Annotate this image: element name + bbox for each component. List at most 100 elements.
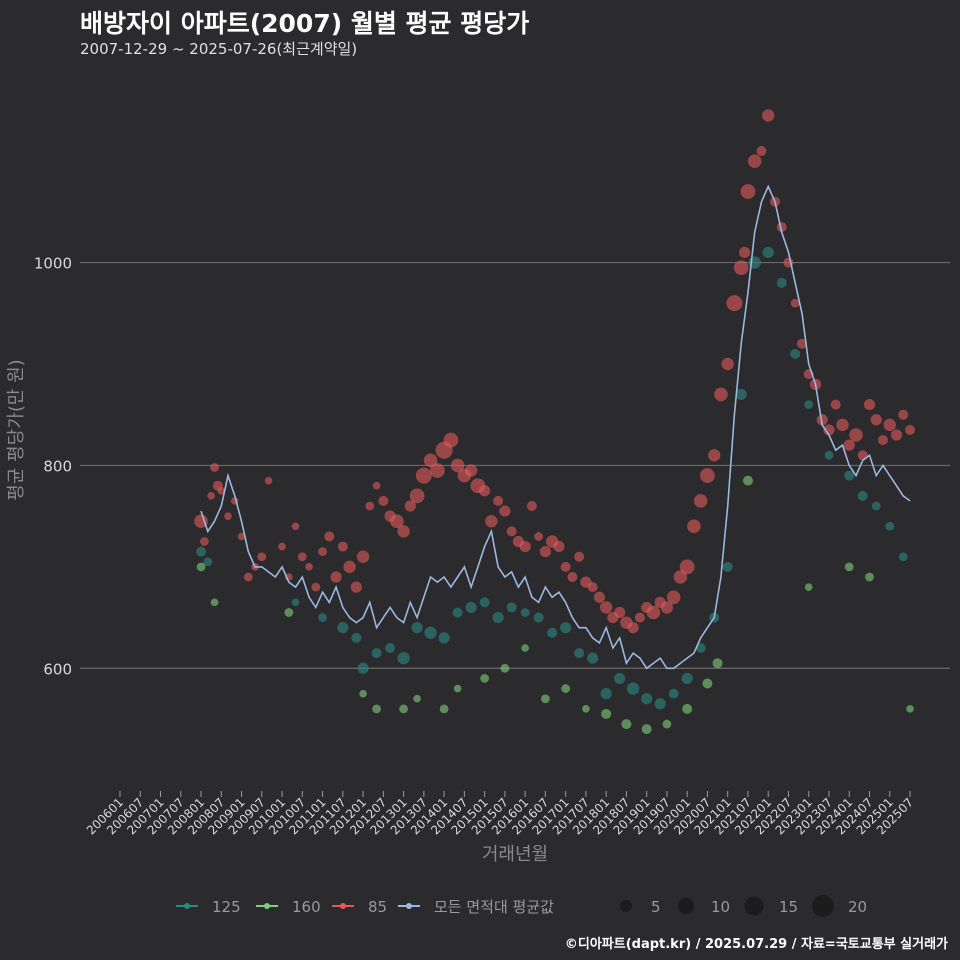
point-85	[365, 501, 375, 511]
point-125	[438, 632, 450, 644]
size-legend-circle	[620, 900, 632, 912]
point-85	[726, 295, 743, 312]
point-125	[479, 597, 490, 608]
chart-title: 배방자이 아파트(2007) 월별 평균 평당가	[80, 9, 530, 38]
point-85	[567, 572, 578, 582]
point-160	[662, 719, 672, 729]
point-85	[390, 514, 404, 529]
point-85	[762, 109, 775, 122]
point-125	[203, 557, 213, 567]
point-85	[836, 418, 849, 432]
point-125	[790, 348, 801, 359]
point-160	[359, 689, 367, 698]
point-85	[526, 501, 537, 511]
point-160	[521, 644, 529, 652]
point-125	[397, 651, 410, 665]
point-125	[337, 622, 349, 634]
point-85	[560, 561, 571, 572]
point-85	[493, 495, 504, 506]
point-125	[824, 450, 834, 460]
point-125	[424, 626, 437, 639]
x-axis: 2006012006072007012007072008012008072009…	[84, 791, 916, 838]
point-85	[311, 582, 321, 592]
size-legend-label: 5	[651, 898, 661, 916]
point-85	[870, 414, 882, 426]
point-85	[423, 453, 438, 468]
point-85	[404, 500, 416, 512]
point-160	[196, 562, 206, 572]
point-160	[582, 705, 590, 713]
point-85	[593, 591, 606, 603]
point-85	[660, 601, 674, 614]
point-85	[553, 540, 565, 553]
point-85	[243, 572, 253, 582]
point-85	[217, 486, 226, 495]
size-legend-circle	[744, 896, 764, 916]
point-125	[492, 611, 504, 624]
point-85	[539, 546, 551, 558]
point-85	[747, 154, 762, 168]
point-85	[574, 551, 585, 562]
legend-label: 85	[368, 898, 387, 916]
legend-label: 160	[292, 898, 321, 916]
point-85	[464, 464, 478, 477]
point-85	[534, 532, 544, 541]
point-85	[207, 492, 215, 500]
data-points	[194, 109, 915, 735]
point-85	[614, 606, 626, 619]
point-160	[621, 719, 632, 730]
point-125	[614, 672, 626, 685]
point-160	[372, 704, 381, 714]
size-legend-label: 20	[848, 898, 867, 916]
point-85	[646, 605, 661, 620]
point-125	[857, 490, 868, 501]
point-85	[740, 184, 756, 199]
point-125	[668, 688, 679, 699]
point-125	[351, 632, 362, 643]
point-125	[520, 608, 530, 617]
y-tick-label: 1000	[34, 255, 72, 273]
legend-dot	[406, 903, 412, 909]
point-125	[776, 277, 787, 288]
point-160	[480, 674, 490, 683]
y-axis: 600 800 1000	[34, 255, 72, 679]
point-160	[702, 678, 713, 689]
point-85	[883, 418, 896, 432]
point-160	[540, 694, 550, 704]
point-85	[634, 612, 645, 623]
point-160	[906, 705, 914, 713]
point-85	[707, 449, 721, 462]
point-125	[196, 546, 207, 557]
chart-subtitle: 2007-12-29 ~ 2025-07-26(최근계약일)	[80, 40, 358, 58]
point-85	[479, 485, 491, 497]
point-85	[738, 246, 751, 259]
point-125	[885, 521, 895, 531]
point-85	[587, 582, 598, 593]
point-85	[318, 547, 327, 557]
point-160	[682, 703, 693, 714]
point-85	[291, 522, 300, 531]
legend-label: 125	[212, 898, 241, 916]
point-85	[816, 414, 828, 426]
point-85	[627, 622, 639, 634]
point-160	[210, 598, 219, 607]
point-85	[415, 467, 432, 484]
point-125	[411, 622, 423, 634]
point-160	[865, 572, 874, 582]
point-85	[378, 495, 389, 506]
legend-dot	[264, 903, 270, 909]
point-85	[721, 357, 734, 371]
point-85	[237, 532, 246, 541]
point-85	[506, 526, 517, 537]
point-85	[200, 537, 209, 546]
legend-label: 모든 면적대 평균값	[434, 898, 554, 916]
point-125	[465, 601, 477, 614]
point-85	[733, 260, 749, 276]
point-125	[574, 648, 585, 659]
y-tick-label: 800	[43, 457, 72, 475]
point-160	[284, 608, 294, 617]
y-axis-label: 평균 평당가(만 원)	[6, 359, 27, 500]
point-125	[547, 627, 558, 638]
legend-dot	[340, 903, 346, 909]
point-160	[641, 724, 652, 735]
